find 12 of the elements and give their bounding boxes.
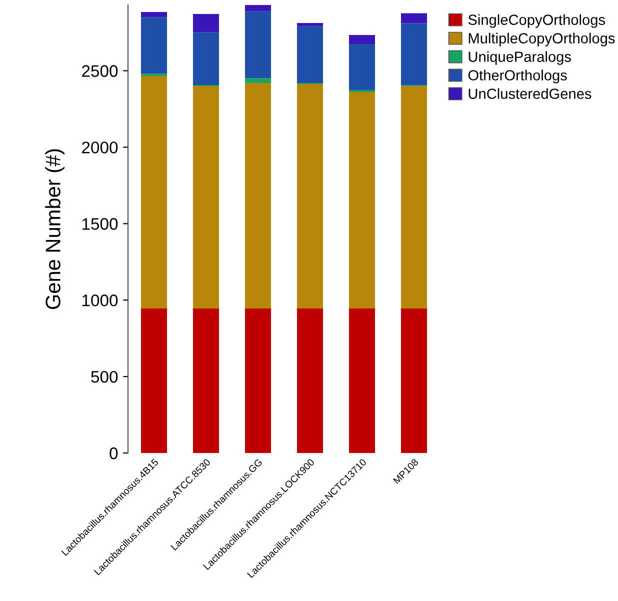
y-tick-label: 1000 (82, 294, 118, 306)
legend-label: SingleCopyOrthologs (468, 14, 605, 28)
legend-label: UnClusteredGenes (468, 88, 592, 99)
legend-label: MultipleCopyOrthologs (468, 32, 615, 46)
y-tick-label: 2000 (82, 142, 118, 154)
y-tick-label: 0 (110, 447, 118, 460)
legend-label: UniqueParalogs (468, 51, 571, 65)
y-tick-label: 500 (91, 370, 118, 383)
y-axis-title: Gene Number (#) (45, 149, 65, 309)
y-tick-label: 1500 (82, 218, 118, 230)
y-tick-label: 2500 (82, 65, 118, 77)
legend-label: OtherOrthologs (468, 70, 567, 84)
